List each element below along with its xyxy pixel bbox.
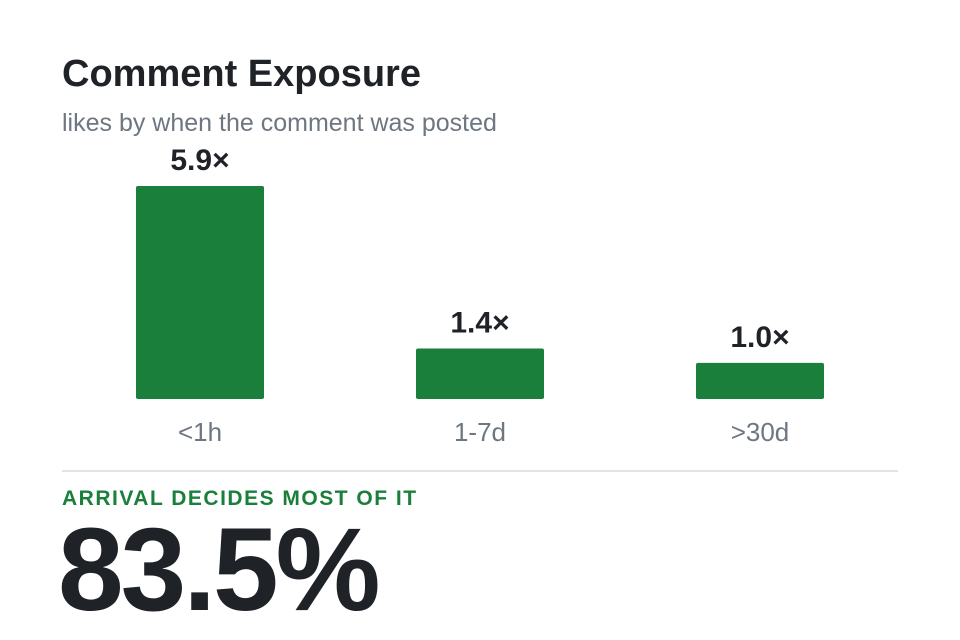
bar bbox=[416, 348, 544, 399]
value-label: 1.4× bbox=[450, 306, 509, 339]
value-label: 5.9× bbox=[170, 144, 229, 177]
x-tick-label: 1-7d bbox=[454, 417, 506, 447]
bar bbox=[136, 186, 264, 399]
highlight-value: 83.5% bbox=[58, 504, 378, 636]
highlight-label: ARRIVAL DECIDES MOST OF IT bbox=[62, 487, 418, 510]
chart-title: Comment Exposure bbox=[62, 53, 421, 95]
value-label: 1.0× bbox=[730, 321, 789, 354]
x-tick-label: <1h bbox=[178, 417, 222, 447]
chart-subtitle: likes by when the comment was posted bbox=[62, 109, 497, 137]
bar bbox=[696, 362, 824, 399]
x-tick-label: >30d bbox=[731, 417, 790, 447]
